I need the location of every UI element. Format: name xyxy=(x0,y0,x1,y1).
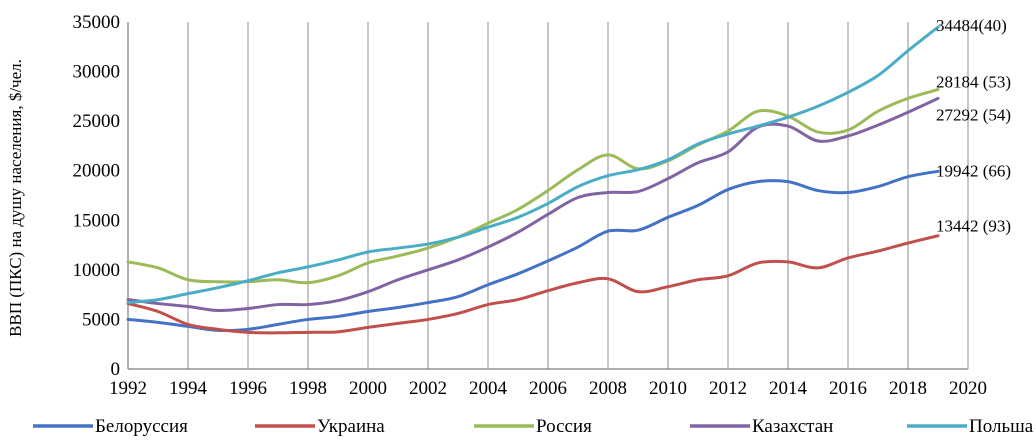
series-end-label: 28184 (53) xyxy=(936,73,1011,92)
x-tick-label: 2012 xyxy=(709,378,747,399)
y-tick-label: 35000 xyxy=(73,12,121,33)
legend-label: Россия xyxy=(536,416,592,437)
x-tick-label: 1994 xyxy=(169,378,208,399)
x-tick-label: 2016 xyxy=(829,378,867,399)
legend-label: Польша xyxy=(969,416,1034,437)
x-tick-label: 2020 xyxy=(949,378,987,399)
y-tick-label: 5000 xyxy=(82,309,120,330)
x-tick-label: 2010 xyxy=(649,378,687,399)
y-tick-label: 25000 xyxy=(73,111,121,132)
series-end-label: 13442 (93) xyxy=(936,217,1011,236)
series-end-label: 19942 (66) xyxy=(936,161,1011,180)
x-tick-label: 1996 xyxy=(229,378,267,399)
y-tick-label: 20000 xyxy=(73,161,121,182)
x-tick-labels: 1992 1994 1996 1998 2000 2002 2004 2006 2008 2010… xyxy=(109,378,987,399)
y-tick-label: 15000 xyxy=(73,210,121,231)
x-tick-label: 2000 xyxy=(349,378,387,399)
x-tick-label: 1998 xyxy=(289,378,327,399)
series-line xyxy=(126,88,940,285)
grid-lines xyxy=(127,22,969,369)
series-end-label: 34484(40) xyxy=(936,16,1007,35)
series-end-label: 27292 (54) xyxy=(936,105,1011,124)
end-labels: 19942 (66) 13442 (93) 28184 (53) 27292 (54)… xyxy=(936,16,1011,236)
legend-label: Казахстан xyxy=(752,416,833,437)
y-tick-label: 0 xyxy=(111,359,121,380)
y-tick-label: 10000 xyxy=(73,260,121,281)
axes xyxy=(127,22,968,370)
legend-label: Украина xyxy=(317,416,385,437)
legend: Белоруссия Украина Россия Казахстан Польша xyxy=(33,416,1034,437)
x-tick-label: 2018 xyxy=(889,378,927,399)
series-lines xyxy=(126,25,940,335)
x-tick-label: 1992 xyxy=(109,378,147,399)
series-line xyxy=(126,234,940,335)
x-tick-label: 2004 xyxy=(469,378,508,399)
x-tick-label: 2002 xyxy=(409,378,447,399)
series-line xyxy=(126,169,940,333)
legend-label: Белоруссия xyxy=(95,416,188,437)
series-line xyxy=(126,25,940,305)
x-tick-label: 2008 xyxy=(589,378,627,399)
x-tick-label: 2006 xyxy=(529,378,567,399)
y-axis-title: ВВП (ПКС) на душу населения, $/чел. xyxy=(6,59,25,337)
y-tick-label: 30000 xyxy=(73,62,121,83)
series-line xyxy=(126,96,940,313)
x-tick-label: 2014 xyxy=(769,378,808,399)
y-tick-labels: 0 5000 10000 15000 20000 25000 30000 35000 xyxy=(73,12,121,380)
